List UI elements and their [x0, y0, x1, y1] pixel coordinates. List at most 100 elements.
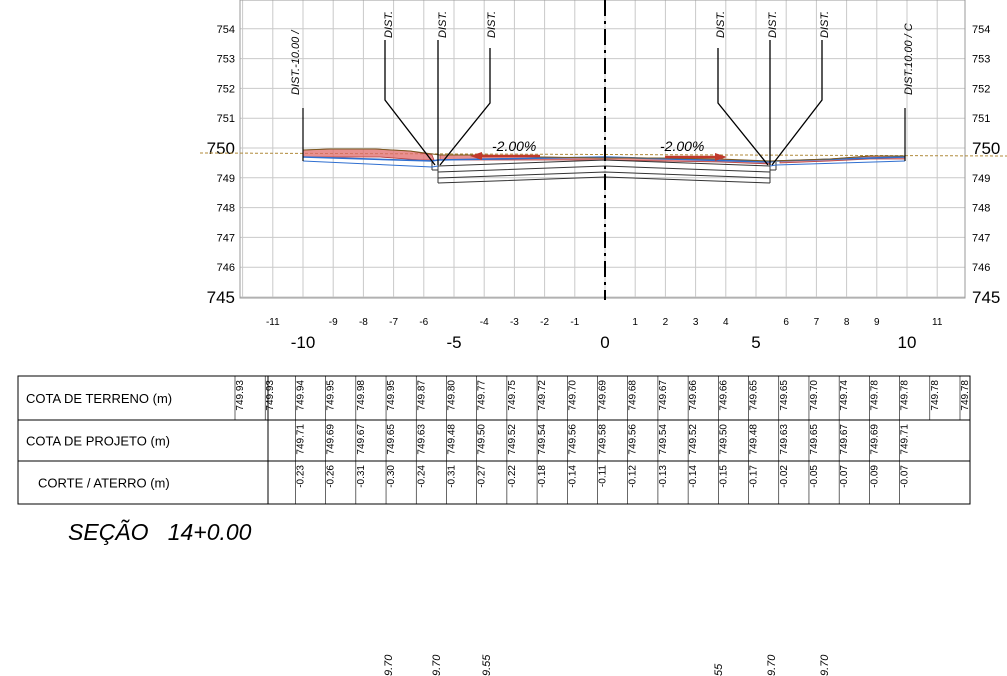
table-cell: 749.78 [900, 380, 911, 411]
table-cell: -0.22 [507, 465, 518, 488]
table-cell: -0.14 [567, 465, 578, 488]
table-cell: 749.52 [507, 424, 518, 455]
next-section-dist-label: 9.70 [383, 654, 395, 676]
elevation-labels-right: 754 753 752 751 750 749 748 747 746 745 [972, 24, 1000, 307]
section-title: SEÇÃO 14+0.00 [68, 519, 252, 545]
terrain-profile-line [302, 148, 905, 162]
offset-label: 4 [723, 317, 729, 328]
dist-labels: DIST.-10.00 / DIST. DIST. DIST. DIST. DIST. DI… [290, 11, 915, 95]
table-cell: 749.50 [477, 424, 488, 455]
table-cell: 749.63 [779, 424, 790, 455]
slope-label-left: -2.00% [492, 138, 536, 154]
dist-label: DIST. [767, 11, 779, 38]
table-cell: -0.13 [658, 465, 669, 488]
table-cell: 749.54 [537, 424, 548, 455]
table-row-label: COTA DE PROJETO (m) [26, 434, 170, 449]
next-section-dist-label: 9.70 [431, 654, 443, 676]
next-section-dist-label: 9.70 [766, 654, 778, 676]
offset-label: 8 [844, 317, 850, 328]
offset-label: -1 [570, 317, 579, 328]
elevation-label: 751 [217, 113, 235, 125]
offset-label: 10 [898, 333, 917, 352]
table-cell: -0.14 [688, 465, 699, 488]
offset-label: -7 [389, 317, 398, 328]
table-cell: -0.12 [628, 465, 639, 488]
offset-label: 7 [814, 317, 820, 328]
table-cell: 749.54 [658, 424, 669, 455]
table-cell: -0.02 [779, 465, 790, 488]
elevation-label: 747 [217, 232, 235, 244]
elevation-label: 748 [972, 203, 990, 215]
elevation-label: 745 [972, 288, 1000, 307]
elevation-label: 752 [217, 83, 235, 95]
dist-label: DIST. [437, 11, 449, 38]
table-cell: -0.07 [900, 465, 911, 488]
table-cell: 749.63 [416, 424, 427, 455]
offset-label: 5 [751, 333, 760, 352]
table-cell: 749.87 [416, 380, 427, 411]
table-cell: 749.93 [265, 380, 276, 411]
elevation-label: 751 [972, 113, 990, 125]
offset-label: -4 [480, 317, 489, 328]
table-cell: 749.65 [386, 424, 397, 455]
table-cell: 749.66 [688, 380, 699, 411]
plot-frame [239, 0, 966, 299]
table-cell: -0.23 [295, 465, 306, 488]
table-row-label: CORTE / ATERRO (m) [38, 476, 170, 491]
table-cell: 749.50 [718, 424, 729, 455]
table-cell: 749.65 [809, 424, 820, 455]
elevation-label: 750 [972, 139, 1000, 158]
elevation-label: 745 [207, 288, 235, 307]
dist-label: DIST. [819, 11, 831, 38]
table-cell: 749.98 [356, 380, 367, 411]
dist-leaders [384, 40, 823, 166]
next-section-dist-label: 55 [713, 663, 725, 676]
table-cell: 749.52 [688, 424, 699, 455]
table-cell: -0.31 [356, 465, 367, 488]
table-cell: -0.27 [477, 465, 488, 488]
table-cell: 749.67 [356, 424, 367, 455]
table-cell: 749.65 [749, 380, 760, 411]
dist-label: DIST. [486, 11, 498, 38]
elevation-label: 750 [207, 139, 235, 158]
section-data-table: COTA DE TERRENO (m) 749.93 749.93 749.94 749… [17, 375, 971, 505]
table-cell: 749.69 [869, 424, 880, 455]
table-cell: 749.93 [235, 380, 246, 411]
design-subgrade-line-right [769, 160, 906, 167]
table-cell: 749.71 [295, 424, 306, 455]
table-cell: 749.66 [718, 380, 729, 411]
elevation-label: 748 [217, 203, 235, 215]
table-cell: 749.65 [779, 380, 790, 411]
table-cell: 749.75 [507, 380, 518, 411]
table-cell: 749.78 [869, 380, 880, 411]
table-cell: 749.95 [386, 380, 397, 411]
table-cell: 749.48 [749, 424, 760, 455]
table-cell: 749.78 [930, 380, 941, 411]
table-cell: 749.70 [809, 380, 820, 411]
dist-label: DIST.-10.00 / [290, 30, 302, 95]
table-cell: 749.78 [960, 380, 971, 411]
slope-arrow-right [665, 153, 727, 161]
table-cell: 749.69 [326, 424, 337, 455]
offset-label: 9 [874, 317, 880, 328]
table-cell: 749.58 [598, 424, 609, 455]
elevation-labels-left: 754 753 752 751 750 749 748 747 746 745 [207, 24, 235, 307]
offset-label: -10 [291, 333, 316, 352]
table-cell: -0.09 [869, 465, 880, 488]
table-cell: 749.77 [477, 380, 488, 411]
offset-label: 1 [632, 317, 638, 328]
offset-label: 0 [600, 333, 609, 352]
offset-label: -8 [359, 317, 368, 328]
dist-label: DIST. [715, 11, 727, 38]
slope-label-right: -2.00% [660, 138, 704, 154]
table-cell: -0.18 [537, 465, 548, 488]
dist-label: DIST. [383, 11, 395, 38]
offset-label: -5 [446, 333, 461, 352]
table-cell: -0.11 [598, 465, 609, 487]
table-cell: 749.68 [628, 380, 639, 411]
offset-label: 3 [693, 317, 699, 328]
elevation-label: 754 [972, 24, 990, 36]
table-cell: 749.94 [295, 380, 306, 411]
offset-label: 11 [932, 317, 943, 328]
table-row-label: COTA DE TERRENO (m) [26, 391, 172, 406]
